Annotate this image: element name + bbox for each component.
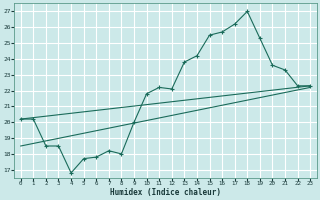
X-axis label: Humidex (Indice chaleur): Humidex (Indice chaleur) [110,188,221,197]
